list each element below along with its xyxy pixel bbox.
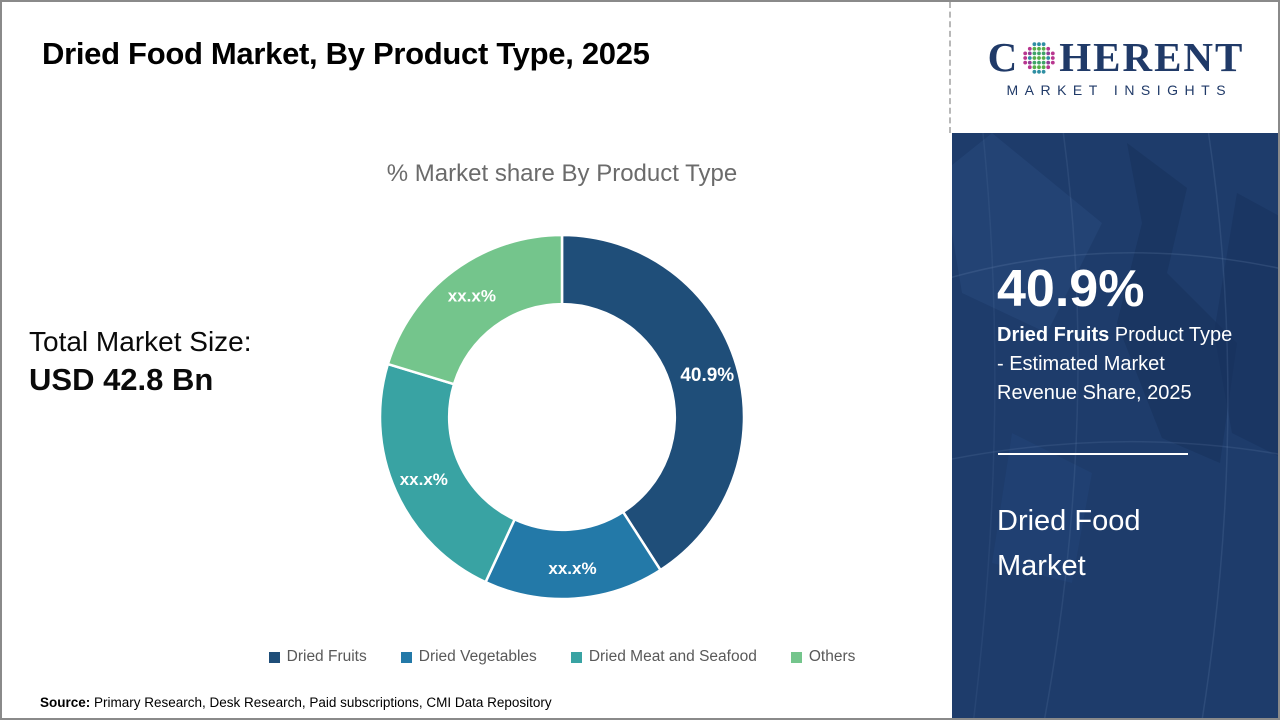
legend-swatch — [570, 651, 582, 663]
legend-swatch — [400, 651, 412, 663]
globe-dot — [1041, 64, 1046, 69]
source-label: Source: — [40, 695, 91, 710]
globe-dot — [1032, 51, 1037, 55]
stat-description-rest: Product Type - Estimated Market Revenue … — [997, 324, 1233, 404]
sidebar-divider — [998, 453, 1188, 455]
stat-description: Dried Fruits Product Type - Estimated Ma… — [997, 321, 1239, 408]
globe-dot — [1032, 64, 1037, 69]
donut-segment-dried-meat-and-seafood — [378, 362, 517, 584]
globe-dot — [1051, 60, 1055, 64]
legend-swatch — [268, 651, 280, 663]
total-market-size: Total Market Size: USD 42.8 Bn — [29, 324, 252, 400]
globe-dot — [1037, 55, 1042, 60]
globe-dot — [1028, 46, 1032, 51]
globe-dot — [1028, 55, 1032, 60]
globe-dot — [1046, 60, 1051, 64]
brand-wordmark: C HERENT — [988, 37, 1245, 78]
legend-label: Dried Fruits — [286, 648, 367, 665]
globe-dot — [1041, 60, 1046, 64]
globe-dot — [1041, 46, 1046, 51]
globe-dot — [1041, 41, 1046, 46]
globe-dot — [1028, 64, 1032, 69]
globe-dot — [1041, 69, 1046, 74]
globe-dot — [1032, 46, 1037, 51]
total-market-size-value: USD 42.8 Bn — [29, 361, 214, 397]
legend-label: Dried Meat and Seafood — [588, 648, 757, 665]
globe-dot — [1051, 51, 1055, 55]
chart-title: % Market share By Product Type — [386, 160, 738, 187]
world-map-texture — [952, 133, 1278, 718]
globe-dot — [1037, 69, 1042, 74]
page-title: Dried Food Market, By Product Type, 2025 — [42, 36, 650, 71]
globe-dot — [1037, 64, 1042, 69]
sidebar-panel: 40.9% Dried Fruits Product Type - Estima… — [952, 133, 1278, 718]
globe-dot — [1032, 69, 1037, 74]
globe-dot — [1023, 60, 1028, 64]
globe-dot — [1051, 55, 1055, 60]
donut-chart: 40.9% xx.x% xx.x% xx.x% — [378, 233, 746, 601]
brand-tagline: MARKET INSIGHTS — [1006, 82, 1233, 98]
donut-segment-label: xx.x% — [400, 470, 448, 489]
globe-dot — [1032, 41, 1037, 46]
chart-legend: Dried Fruits Dried Vegetables Dried Meat a… — [102, 648, 1022, 666]
globe-dot — [1037, 60, 1042, 64]
globe-dot — [1037, 51, 1042, 55]
legend-item-dried-vegetables: Dried Vegetables — [400, 648, 537, 666]
globe-dot — [1046, 55, 1051, 60]
globe-dot — [1032, 60, 1037, 64]
stat-value: 40.9% — [997, 260, 1145, 318]
brand-wordmark-c: C — [987, 34, 1020, 80]
legend-item-dried-meat-and-seafood: Dried Meat and Seafood — [570, 648, 757, 666]
source-text: Primary Research, Desk Research, Paid su… — [90, 695, 552, 710]
total-market-size-label: Total Market Size: — [29, 326, 252, 357]
globe-dot — [1023, 55, 1028, 60]
globe-dot — [1046, 64, 1051, 69]
globe-dot — [1023, 51, 1028, 55]
donut-segment-others — [386, 233, 564, 386]
globe-dot — [1046, 46, 1051, 51]
dashed-divider — [949, 2, 951, 133]
stat-description-bold: Dried Fruits — [997, 324, 1110, 346]
donut-segment-label: xx.x% — [548, 559, 596, 578]
brand-wordmark-rest: HERENT — [1059, 34, 1245, 80]
globe-dot — [1028, 60, 1032, 64]
market-name: Dried Food Market — [997, 505, 1141, 582]
globe-dot — [1037, 41, 1042, 46]
legend-label: Dried Vegetables — [418, 648, 537, 665]
globe-dot — [1032, 55, 1037, 60]
legend-label: Others — [808, 648, 856, 665]
donut-segment-label: xx.x% — [448, 286, 496, 305]
legend-swatch — [790, 651, 802, 663]
dotted-globe-icon — [1023, 41, 1055, 74]
globe-dot — [1037, 46, 1042, 51]
globe-dot — [1046, 51, 1051, 55]
donut-segment-dried-fruits — [560, 233, 746, 572]
legend-item-dried-fruits: Dried Fruits — [268, 648, 367, 666]
source-note: Source: Primary Research, Desk Research,… — [40, 695, 552, 710]
globe-dot — [1041, 55, 1046, 60]
donut-segment-label: 40.9% — [680, 365, 734, 386]
globe-dot — [1041, 51, 1046, 55]
legend-item-others: Others — [790, 648, 856, 666]
globe-dot — [1028, 51, 1032, 55]
brand-logo: C HERENT MARKET INSIGHTS — [952, 2, 1278, 133]
